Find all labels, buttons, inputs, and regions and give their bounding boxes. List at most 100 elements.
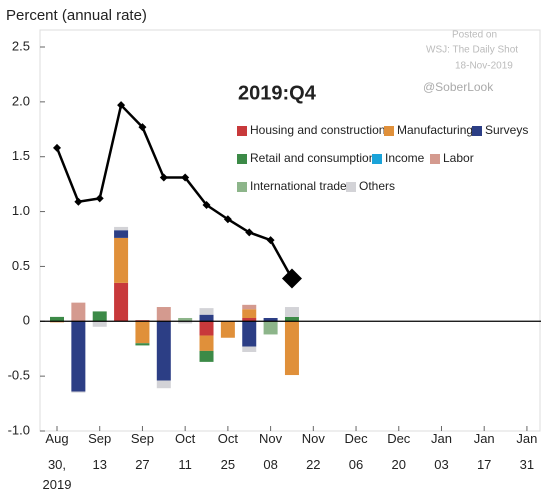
legend-swatch: [237, 154, 247, 164]
y-tick-label: 1.0: [12, 203, 30, 218]
nowcast-point: [74, 197, 83, 206]
y-tick-label: 2.5: [12, 38, 30, 53]
nowcast-point: [266, 236, 275, 245]
watermark: @SoberLook: [423, 80, 494, 94]
x-tick-label: Oct 25: [218, 431, 239, 472]
x-tick-label: Nov 08: [259, 431, 283, 472]
bar: [92, 311, 107, 322]
bar: [242, 317, 257, 322]
bar: [242, 321, 257, 347]
x-tick-label: Dec 06: [344, 431, 368, 472]
legend-label: Manufacturing: [397, 123, 473, 137]
x-tick-label-line: 25: [221, 457, 235, 472]
nowcast-point: [138, 123, 147, 132]
x-tick-label-line: Dec: [344, 431, 368, 446]
x-tick-label-line: Dec: [387, 431, 411, 446]
legend-swatch: [346, 182, 356, 192]
bar: [71, 302, 86, 322]
x-tick-label-line: 31: [520, 457, 534, 472]
x-tick-label: Oct 11: [175, 431, 196, 472]
bar: [114, 230, 129, 238]
y-tick-label: 1.5: [12, 148, 30, 163]
x-tick-label: Aug 30, 2019: [43, 431, 72, 492]
x-tick-label-line: 11: [178, 457, 192, 472]
bar: [199, 350, 214, 362]
x-tick-label-line: Nov: [302, 431, 326, 446]
x-tick-label-line: 22: [306, 457, 320, 472]
x-tick-label: Sep 27: [131, 431, 154, 472]
legend-label: Retail and consumption: [250, 151, 375, 165]
plot-frame: [39, 29, 541, 432]
x-tick-label-line: Sep: [131, 431, 154, 446]
bar: [50, 316, 64, 322]
nowcast-point: [159, 173, 168, 182]
nowcast-point: [245, 228, 254, 237]
y-tick-label: 2.0: [12, 93, 30, 108]
bar: [114, 237, 129, 283]
bar: [242, 309, 257, 318]
legend-label: Others: [359, 179, 395, 193]
nowcast-point: [53, 143, 61, 152]
x-tick-label-line: 17: [477, 457, 491, 472]
x-tick-label: Jan 17: [474, 431, 495, 472]
legend-swatch: [372, 154, 382, 164]
bar: [263, 321, 278, 335]
x-tick-label-line: 03: [434, 457, 448, 472]
nowcast-point: [181, 173, 190, 182]
legend-label: Surveys: [485, 123, 528, 137]
annotation: 2019:Q4: [238, 82, 317, 104]
x-tick-label: Jan 31: [516, 431, 537, 472]
nowcast-line: [55, 102, 294, 280]
bar: [242, 304, 257, 310]
bar: [242, 346, 257, 353]
x-tick-label-line: Oct: [175, 431, 196, 446]
bar: [178, 317, 193, 322]
nowcast-point: [202, 200, 211, 209]
x-tick-label-line: Jan: [431, 431, 452, 446]
x-tick-label-line: Jan: [474, 431, 495, 446]
bar: [263, 317, 278, 322]
bar: [71, 321, 86, 392]
bar: [135, 343, 150, 346]
watermark: WSJ: The Daily Shot: [426, 45, 518, 56]
bar: [284, 307, 299, 317]
bar: [199, 321, 214, 336]
x-tick-label-line: Jan: [516, 431, 537, 446]
legend-swatch: [237, 126, 247, 136]
nowcast-point: [117, 101, 126, 110]
y-tick-label: 0: [23, 313, 30, 328]
legend-swatch: [430, 154, 440, 164]
y-axis-label: Percent (annual rate): [6, 7, 147, 24]
bar: [178, 321, 193, 324]
x-tick-label: Jan 03: [431, 431, 452, 472]
x-tick-label-line: Nov: [259, 431, 283, 446]
watermark: Posted on: [452, 30, 497, 41]
bar: [114, 226, 129, 231]
legend-swatch: [472, 126, 482, 136]
bar: [284, 321, 299, 376]
bar: [199, 335, 214, 351]
x-tick-label-line: Aug: [45, 431, 68, 446]
bar: [92, 321, 107, 327]
x-tick-label-line: 06: [349, 457, 363, 472]
x-tick-label-line: 13: [92, 457, 106, 472]
watermark: 18-Nov-2019: [455, 61, 513, 72]
bar: [71, 391, 86, 393]
bar: [135, 321, 150, 344]
x-tick-label-line: 2019: [43, 477, 72, 492]
bar: [199, 314, 214, 322]
y-tick-label: -0.5: [8, 368, 30, 383]
bar: [284, 316, 299, 322]
legend-label: Income: [385, 151, 425, 165]
bar: [156, 380, 171, 389]
legend-label: Labor: [443, 151, 474, 165]
bar: [114, 282, 129, 322]
y-tick-label: -1.0: [8, 422, 30, 437]
x-tick-label-line: 20: [392, 457, 406, 472]
x-tick-label: Sep 13: [88, 431, 111, 472]
x-tick-label-line: 27: [135, 457, 149, 472]
legend-swatch: [237, 182, 247, 192]
x-tick-label: Nov 22: [302, 431, 326, 472]
x-tick-label: Dec 20: [387, 431, 411, 472]
